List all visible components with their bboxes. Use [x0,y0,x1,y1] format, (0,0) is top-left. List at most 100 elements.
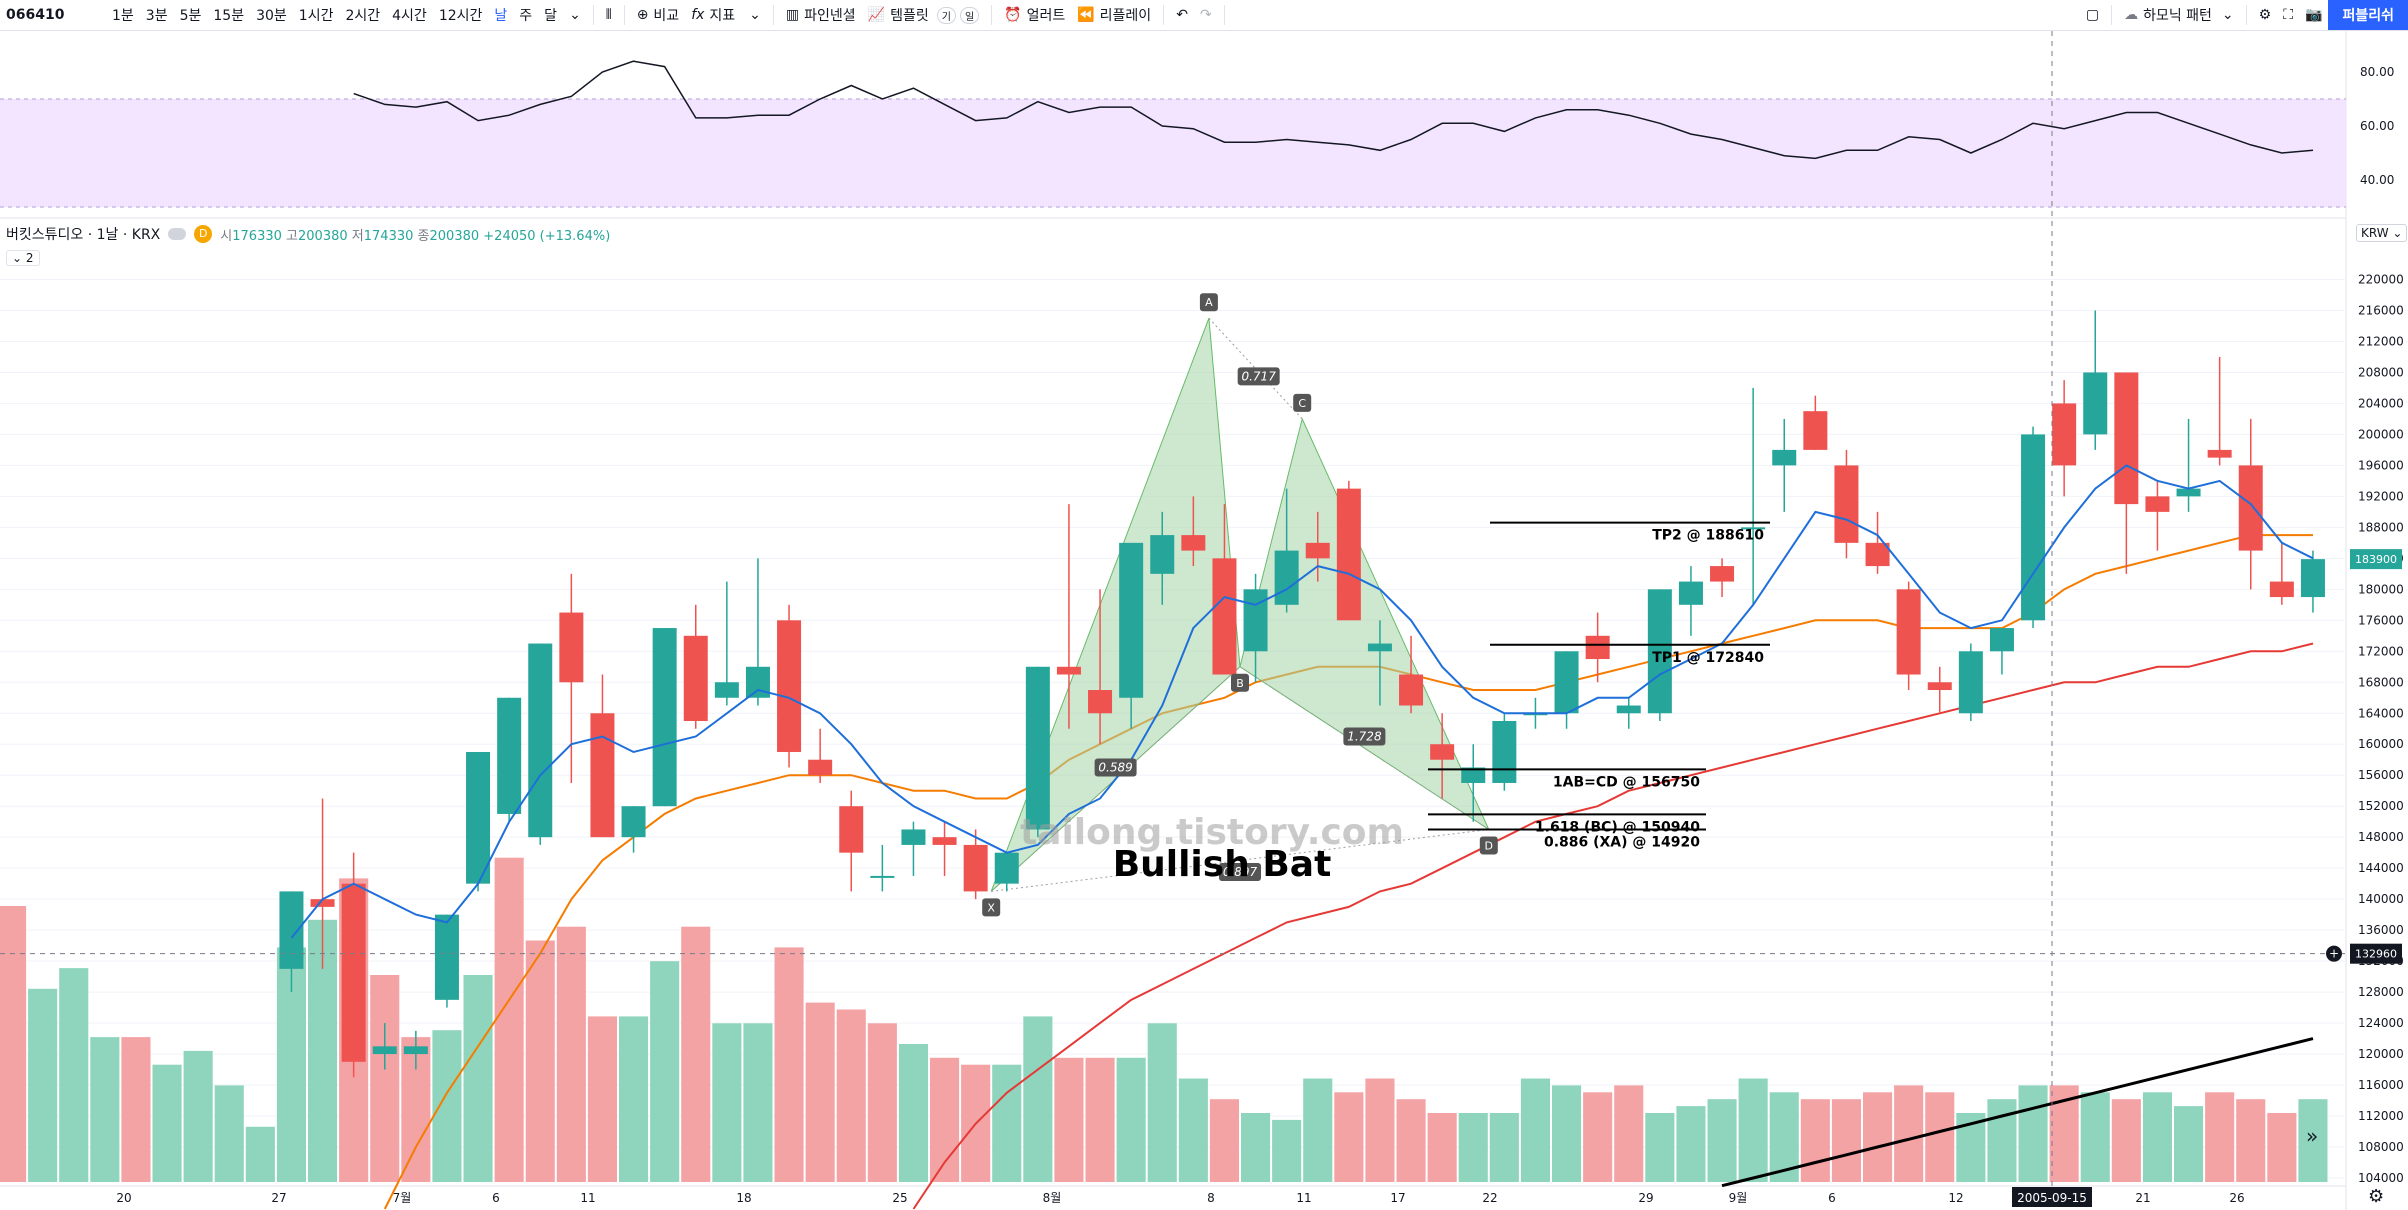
candle-body [1181,535,1206,551]
pine-button[interactable]: ▥ 파인넨셜 [780,0,862,30]
volume-bar [1241,1113,1271,1182]
volume-bar [121,1037,151,1182]
candle-body [1803,411,1828,450]
symbol-search[interactable]: 066410 [6,7,65,23]
alert-button[interactable]: ⏰ 얼러트 [998,0,1071,30]
replay-label: 리플레이 [1099,8,1152,24]
candle-body [2114,372,2139,505]
x-tick-label: 18 [736,1191,751,1205]
crosshair-date-bg [2012,1187,2092,1207]
divider [2245,5,2247,25]
volume-bar [1303,1078,1333,1182]
plus-circle-icon: ⊕ [636,7,649,23]
last-price-label: 183900 [2355,553,2397,566]
ma-fast-line [290,464,2314,939]
alert-label: 얼러트 [1026,8,1066,24]
candle-body [2083,372,2108,435]
interval-5분[interactable]: 5분 [179,8,202,24]
volume-bar [1645,1113,1675,1182]
gear-icon[interactable]: ⚙ [2258,7,2272,23]
volume-bar [1614,1085,1644,1182]
pattern-ratio-bg [1343,727,1386,746]
target-level-label: TP2 @ 188610 [1652,528,1764,544]
chevron-down-icon: ⌄ [749,7,761,23]
candle-body [1399,674,1424,706]
interval-3분[interactable]: 3분 [145,8,168,24]
templates-button[interactable]: 📈 템플릿 기 일 [862,0,985,30]
square-icon[interactable]: ▢ [2085,7,2100,23]
pine-label: 파인넨셜 [804,8,856,24]
high-label: 고 [286,228,298,244]
compare-button[interactable]: ⊕ 비교 [631,0,686,30]
fullscreen-icon[interactable]: ⛶ [2283,7,2294,23]
x-tick-label: 2005-09-15 [2017,1191,2087,1205]
pattern-ratio-line [991,828,1489,892]
interval-1분[interactable]: 1분 [112,8,134,24]
divider [772,5,774,25]
candle-body [2145,496,2170,512]
target-level-label: TP1 @ 172840 [1652,650,1764,666]
volume-bar [1520,1078,1550,1182]
currency-selector[interactable]: KRW ⌄ [2356,224,2408,242]
pattern-ratio-line [990,666,1241,892]
volume-bar [619,1016,649,1182]
indicators-button[interactable]: fx 지표 ⌄ [685,0,767,30]
candle-body [1492,721,1517,783]
interval-12시간[interactable]: 12시간 [438,8,483,24]
x-tick-label: 21 [2135,1191,2150,1205]
divider [991,5,993,25]
candle-body [683,635,708,721]
x-tick-label: 29 [1638,1191,1653,1205]
eye-icon[interactable] [168,228,187,240]
interval-4시간[interactable]: 4시간 [392,8,427,24]
scroll-right-icon[interactable]: » [2306,1124,2319,1148]
publish-button[interactable]: 퍼블리쉬 [2328,0,2408,30]
price-tick-label: 140000 [2358,892,2404,906]
last-price-bg [2350,549,2402,570]
candle-body [652,628,677,807]
chart-canvas[interactable]: 80.00 60.00 40.00 220000 216000 212000 208000 2… [0,31,2408,1210]
undo-icon[interactable]: ↶ [1176,7,1188,23]
settings-gear-icon[interactable]: ⚙ [2368,1186,2385,1207]
price-tick-label: 128000 [2358,985,2404,999]
chevron-down-icon: ⌄ [2221,7,2234,23]
interval-30분[interactable]: 30분 [256,8,287,24]
interval-주[interactable]: 주 [519,8,533,24]
interval-15분[interactable]: 15분 [213,8,245,24]
volume-bar [370,975,400,1182]
price-tick-label: 156000 [2358,768,2404,782]
watermark-text: tailong.tistory.com [1020,812,1404,853]
volume-bar [1987,1099,2017,1182]
replay-button[interactable]: ⏪ 리플레이 [1071,0,1157,30]
bars-icon: ▥ [785,7,800,23]
volume-bar [1427,1113,1457,1182]
indicators-label: 지표 [709,8,736,24]
x-tick-label: 6 [492,1191,500,1205]
candle-body [1741,527,1766,530]
candle-body [590,713,615,838]
cloud-icon: ☁ [2124,7,2139,23]
redo-icon[interactable]: ↷ [1199,7,1212,23]
candle-body [1834,465,1859,543]
divider [592,5,594,25]
chevron-down-icon[interactable]: ⌄ [569,7,581,23]
interval-2시간[interactable]: 2시간 [345,8,381,24]
interval-날[interactable]: 날 [494,8,508,24]
harmonic-pattern-button[interactable]: ☁ 하모닉 패턴 ⌄ [2118,0,2240,30]
indicator-collapse-button[interactable]: ⌄ 2 [6,250,40,266]
divider [623,5,625,25]
candle-style-icon[interactable]: ⫴ [605,7,612,23]
camera-icon[interactable]: 📷 [2305,7,2323,23]
volume-bar [2267,1113,2297,1182]
harmonic-label: 하모닉 패턴 [2143,8,2212,24]
volume-bar [712,1023,742,1182]
candle-body [1212,558,1237,675]
candle-body [1958,651,1983,714]
templates-label: 템플릿 [890,8,929,24]
volume-bar [1925,1092,1955,1182]
candle-body [1927,682,1952,691]
interval-1시간[interactable]: 1시간 [298,8,334,24]
interval-달[interactable]: 달 [544,8,558,24]
x-tick-label: 22 [1482,1191,1497,1205]
candle-body [466,751,491,884]
